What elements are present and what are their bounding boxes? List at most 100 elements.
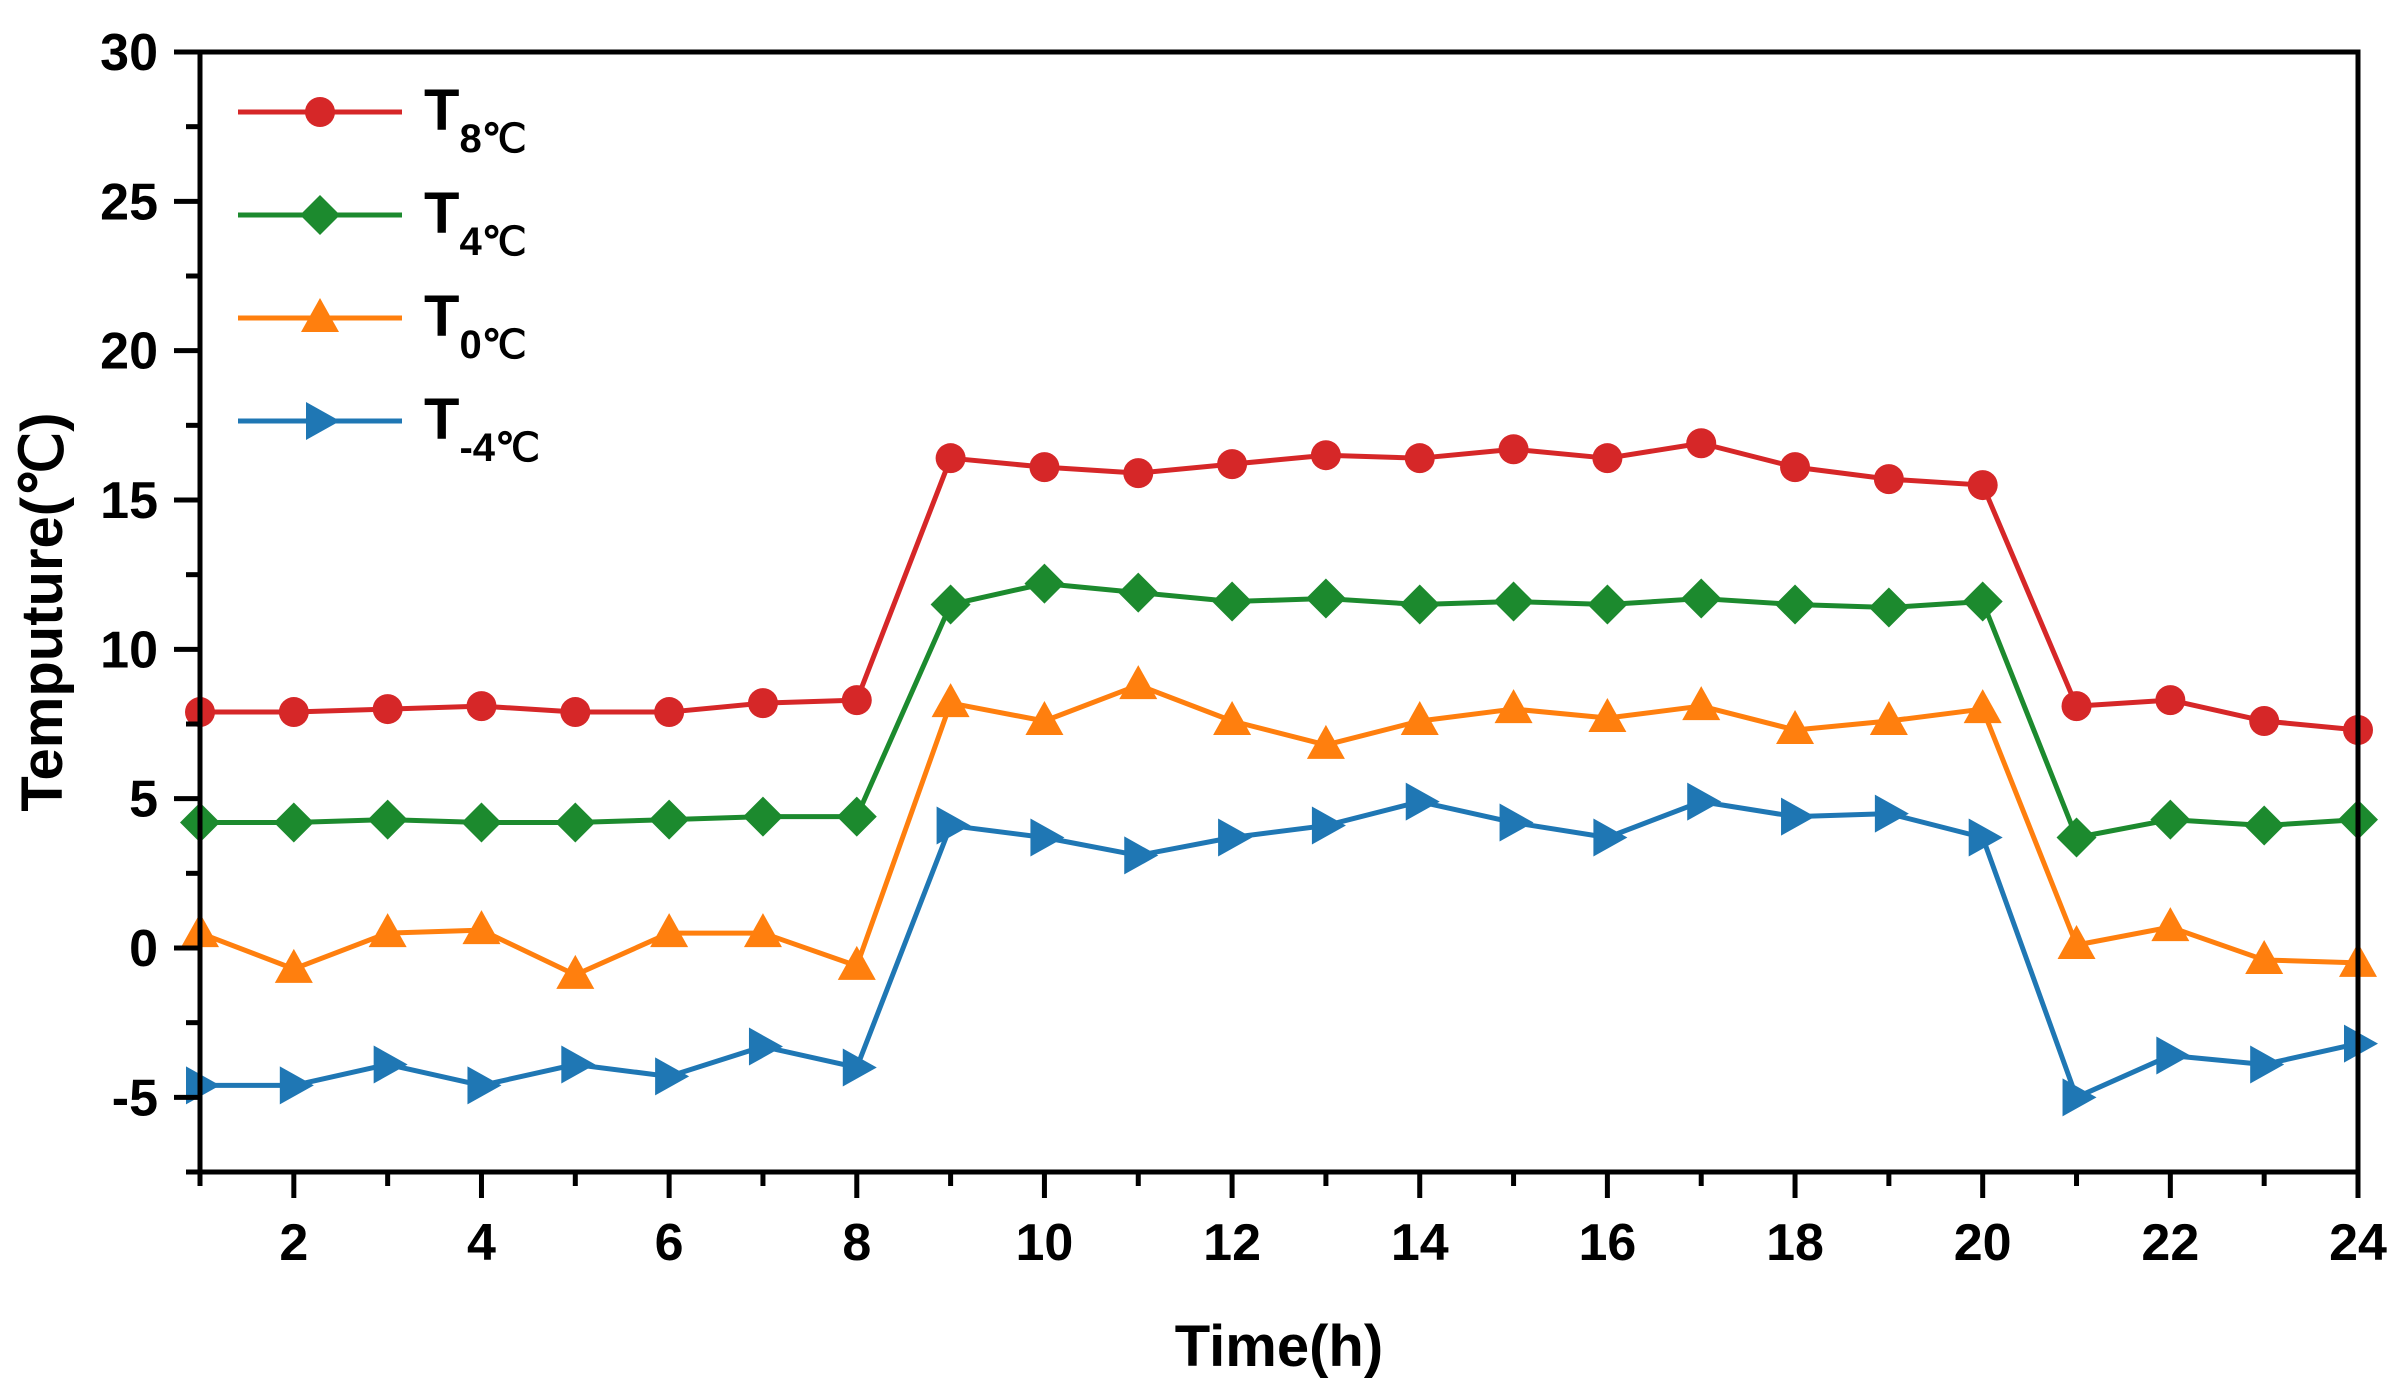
- x-tick-label: 24: [2329, 1214, 2387, 1272]
- x-axis-title: Time(h): [1175, 1314, 1383, 1379]
- legend-item: T-4℃: [238, 387, 540, 470]
- x-tick-label: 14: [1391, 1214, 1449, 1272]
- data-point: [2245, 939, 2284, 974]
- series-T4℃: [180, 563, 2378, 858]
- x-tick-label: 8: [842, 1214, 871, 1272]
- plot-frame: [197, 49, 2361, 1175]
- data-point: [2062, 1078, 2097, 1117]
- x-tick-label: 6: [655, 1214, 684, 1272]
- x-tick-label: 2: [279, 1214, 308, 1272]
- data-point: [1963, 689, 2002, 724]
- data-point: [462, 910, 501, 945]
- legend: T8℃T4℃T0℃T-4℃: [238, 78, 540, 470]
- legend-label: T4℃: [424, 181, 527, 264]
- data-point: [1124, 836, 1159, 875]
- data-point: [561, 1045, 596, 1084]
- legend-label-main: T: [424, 181, 459, 246]
- x-tick-label: 16: [1578, 1214, 1636, 1272]
- data-point: [931, 683, 970, 718]
- data-point: [555, 802, 596, 843]
- data-point: [1873, 464, 1904, 495]
- data-point: [556, 954, 595, 989]
- y-tick-label: 15: [100, 472, 158, 530]
- legend-item: T4℃: [238, 181, 527, 264]
- data-point: [1592, 443, 1623, 474]
- legend-marker: [300, 195, 340, 235]
- series-line: [200, 799, 2359, 1100]
- data-point: [1776, 709, 1815, 744]
- x-tick-label: 10: [1016, 1214, 1074, 1272]
- data-point: [2344, 1024, 2378, 1063]
- data-point: [836, 796, 877, 837]
- data-point: [1400, 701, 1439, 736]
- data-point: [2249, 706, 2280, 737]
- data-point: [2061, 691, 2092, 722]
- legend-label: T8℃: [424, 78, 527, 161]
- data-point: [1681, 578, 1722, 619]
- data-point: [274, 948, 313, 983]
- x-tick-label: 12: [1203, 1214, 1261, 1272]
- data-point: [1494, 689, 1533, 724]
- data-point: [1493, 581, 1534, 622]
- y-axis-title: Temputure(℃): [10, 412, 75, 811]
- y-tick-label: 5: [129, 771, 158, 829]
- data-point: [650, 913, 689, 948]
- data-point: [649, 799, 690, 840]
- data-point: [1029, 452, 1060, 483]
- data-point: [1780, 452, 1811, 483]
- data-point: [2250, 1045, 2285, 1084]
- data-point: [1399, 584, 1440, 625]
- data-point: [2056, 817, 2097, 858]
- y-tick-label: 10: [100, 621, 158, 679]
- legend-label-sub: 0℃: [459, 323, 526, 367]
- data-point: [466, 691, 497, 722]
- y-tick-label: 25: [100, 173, 158, 231]
- data-point: [935, 443, 966, 474]
- data-point: [1030, 818, 1065, 857]
- legend-marker: [306, 402, 340, 440]
- data-point: [368, 913, 407, 948]
- data-point: [1967, 470, 1998, 501]
- data-point: [841, 685, 872, 716]
- data-point: [1588, 698, 1627, 733]
- legend-label: T0℃: [424, 284, 527, 367]
- legend-marker: [301, 298, 339, 332]
- data-point: [2155, 685, 2186, 716]
- legend-label-main: T: [424, 78, 459, 143]
- series-T0℃: [181, 665, 2377, 989]
- data-point: [367, 799, 408, 840]
- legend-label-sub: 8℃: [459, 117, 526, 161]
- data-point: [747, 688, 778, 719]
- data-point: [1404, 443, 1435, 474]
- legend-marker: [305, 97, 335, 127]
- data-point: [1869, 701, 1908, 736]
- data-point: [1868, 587, 1909, 628]
- series-layer: [180, 428, 2378, 1117]
- data-point: [842, 1048, 877, 1087]
- data-point: [655, 1057, 690, 1096]
- data-point: [748, 1027, 783, 1066]
- data-point: [273, 802, 314, 843]
- data-point: [743, 913, 782, 948]
- data-point: [1686, 428, 1717, 459]
- data-point: [2150, 799, 2191, 840]
- data-point: [1123, 458, 1154, 489]
- data-point: [1306, 724, 1345, 759]
- data-point: [1781, 797, 1816, 836]
- data-point: [1212, 581, 1253, 622]
- y-tick-label: -5: [112, 1069, 158, 1127]
- legend-item: T8℃: [238, 78, 527, 161]
- data-point: [461, 802, 502, 843]
- data-point: [1118, 572, 1159, 613]
- y-tick-label: 30: [100, 24, 158, 82]
- data-point: [1217, 449, 1248, 480]
- legend-label: T-4℃: [424, 387, 540, 470]
- data-point: [560, 697, 591, 728]
- data-point: [373, 1045, 408, 1084]
- data-point: [1311, 806, 1346, 845]
- data-point: [1305, 578, 1346, 619]
- y-tick-label: 20: [100, 323, 158, 381]
- data-point: [279, 1066, 314, 1105]
- data-point: [1968, 818, 2003, 857]
- data-point: [2156, 1036, 2191, 1075]
